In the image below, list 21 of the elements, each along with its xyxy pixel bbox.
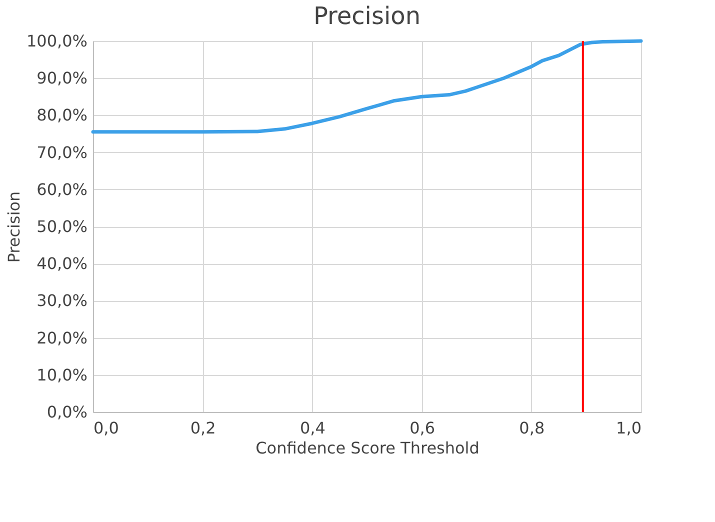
x-tick-label: 0,0 [94,418,119,438]
y-tick-label: 100,0% [26,32,88,50]
y-tick-label: 80,0% [36,106,88,125]
y-tick-label: 10,0% [36,365,88,384]
y-tick-label: 40,0% [36,254,88,274]
x-tick-label: 1,0 [616,418,642,438]
x-tick-label: 0,2 [190,418,216,438]
y-tick-label: 0,0% [46,402,88,422]
x-tick-label: 0,6 [410,418,436,438]
y-tick-label: 50,0% [36,217,88,236]
y-tick-label: 20,0% [36,328,88,348]
y-tick-label: 60,0% [36,180,88,199]
y-tick-label: 90,0% [36,68,88,88]
line-series [91,39,643,134]
x-tick-label: 0,8 [519,418,545,438]
y-tick-label: 30,0% [36,291,88,310]
chart-title: Precision [313,2,421,30]
x-axis-title: Confidence Score Threshold [256,438,480,458]
y-axis-title: Precision [4,191,24,263]
x-tick-label: 0,4 [300,418,326,438]
y-tick-label: 70,0% [36,142,88,162]
